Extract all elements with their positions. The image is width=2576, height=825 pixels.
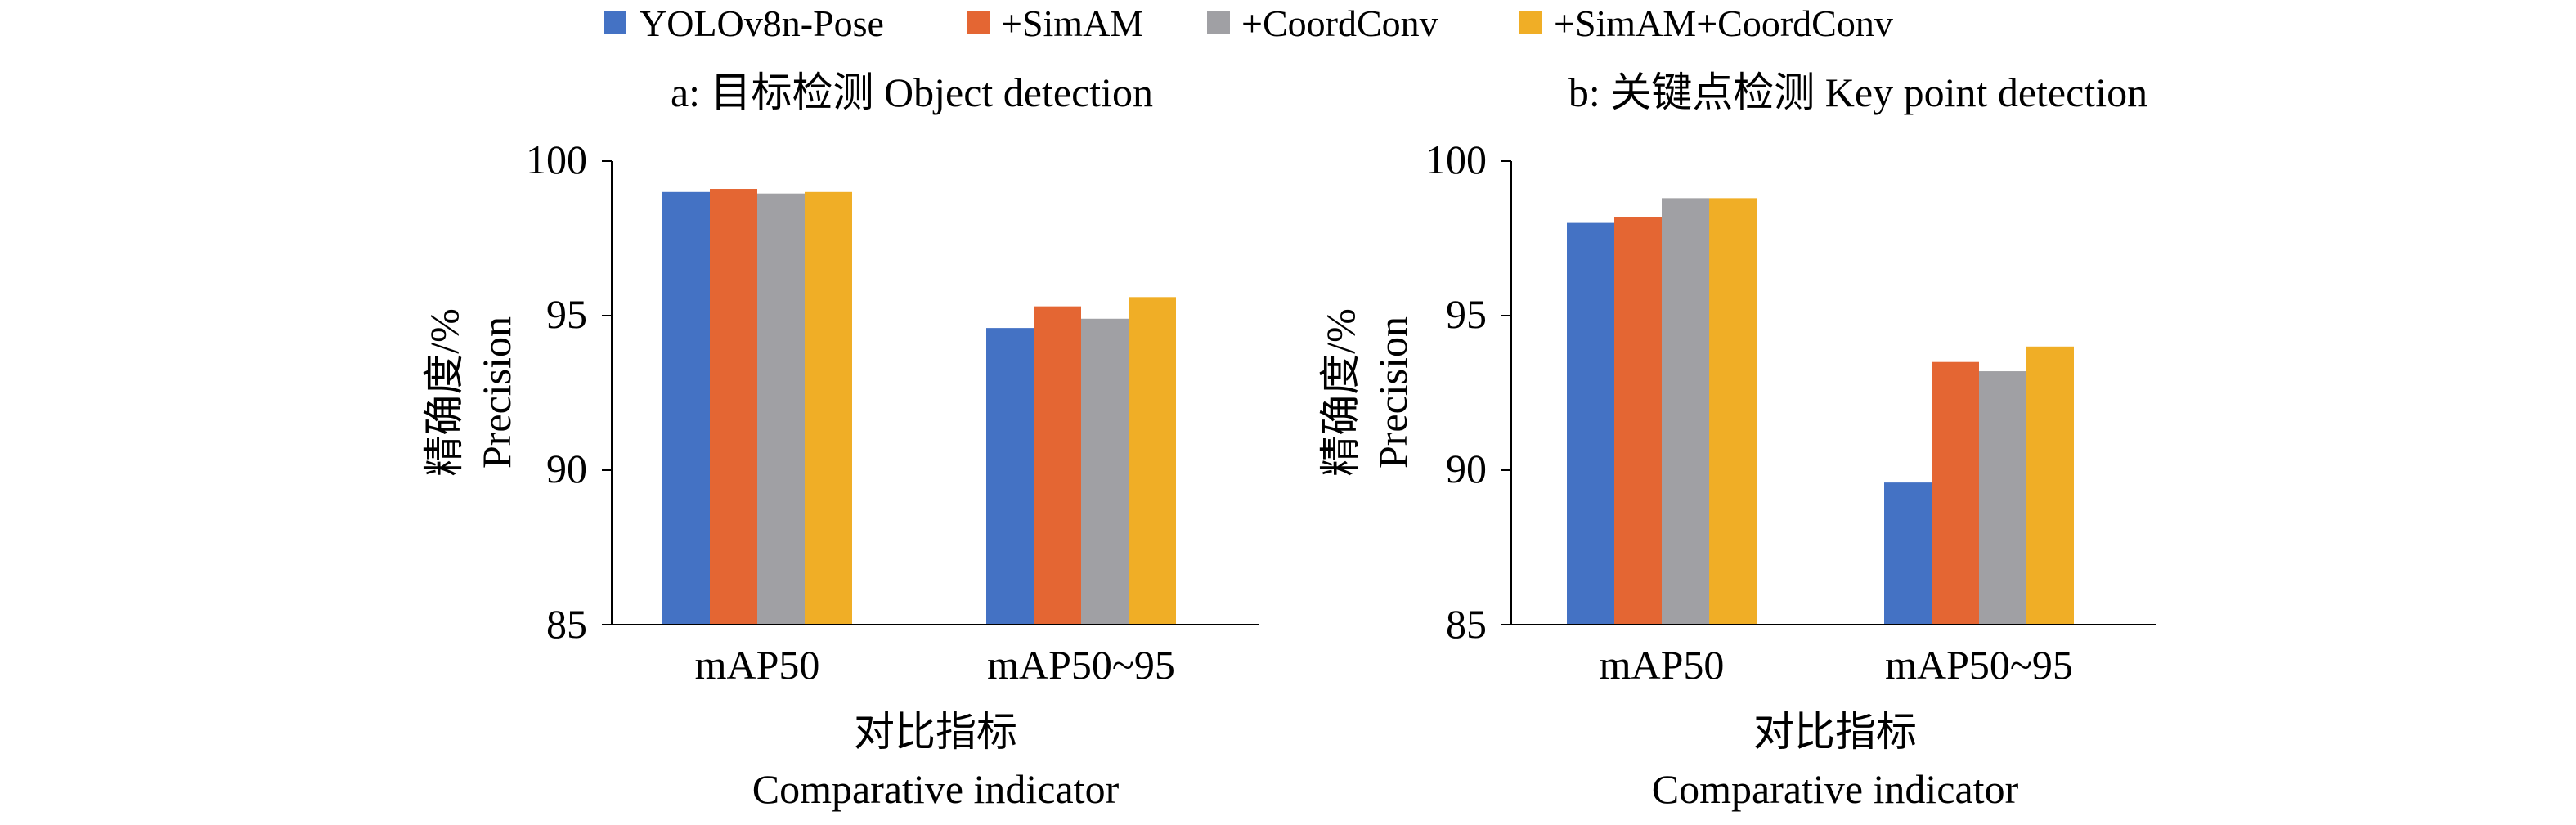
bar-b-mAP50-series-3: [1709, 198, 1757, 625]
legend-swatch-3: [1519, 11, 1542, 34]
y-axis-label-zh-a: 精确度/%: [421, 308, 467, 477]
chart-title-b: b: 关键点检测 Key point detection: [1568, 69, 2147, 115]
y-tick-label: 85: [1446, 601, 1487, 647]
x-category-label-a-1: mAP50~95: [987, 642, 1175, 688]
legend: YOLOv8n-Pose +SimAM +CoordConv +SimAM+Co…: [604, 2, 1893, 44]
bar-a-mAP50-series-1: [710, 189, 757, 625]
y-tick-label: 90: [1446, 446, 1487, 491]
bar-b-mAP50-series-2: [1662, 198, 1709, 625]
bar-b-mAP5095-series-1: [1932, 361, 1979, 625]
bars-a: [662, 189, 1176, 625]
legend-swatch-0: [604, 11, 626, 34]
chart-panel-b: b: 关键点检测 Key point detection 精确度/% Preci…: [1317, 69, 2156, 812]
legend-label-1: +SimAM: [1001, 2, 1143, 44]
chart-title-a: a: 目标检测 Object detection: [671, 69, 1153, 115]
x-axis-label-zh-a: 对比指标: [854, 709, 1017, 755]
chart-panel-a: a: 目标检测 Object detection 精确度/% Precision…: [421, 69, 1259, 812]
bar-a-mAP5095-series-0: [986, 328, 1034, 625]
bar-b-mAP5095-series-2: [1979, 371, 2026, 625]
y-ticks-b: 85 90 95 100: [1425, 137, 1487, 647]
y-axis-label-en-a: Precision: [473, 316, 519, 469]
legend-label-2: +CoordConv: [1241, 2, 1438, 44]
y-tick-label: 100: [1425, 137, 1487, 182]
bar-a-mAP5095-series-1: [1034, 306, 1081, 625]
legend-swatch-1: [967, 11, 990, 34]
y-axis-label-en-b: Precision: [1370, 316, 1416, 469]
y-tick-label: 95: [546, 291, 587, 337]
bar-b-mAP50-series-1: [1614, 217, 1662, 625]
bar-a-mAP50-series-2: [757, 193, 805, 625]
y-tick-label: 85: [546, 601, 587, 647]
bar-a-mAP5095-series-3: [1129, 297, 1176, 625]
x-axis-label-en-b: Comparative indicator: [1652, 766, 2019, 812]
x-category-label-b-1: mAP50~95: [1885, 642, 2073, 688]
x-category-label-a-0: mAP50: [695, 642, 820, 688]
legend-label-0: YOLOv8n-Pose: [640, 2, 884, 44]
bar-a-mAP50-series-3: [805, 191, 852, 625]
y-tick-marks-a: [602, 160, 612, 625]
y-tick-label: 90: [546, 446, 587, 491]
bar-a-mAP50-series-0: [662, 191, 710, 625]
y-axis-label-zh-b: 精确度/%: [1317, 308, 1363, 477]
bar-b-mAP50-series-0: [1567, 222, 1614, 625]
bar-b-mAP5095-series-3: [2026, 346, 2074, 625]
bar-a-mAP5095-series-2: [1081, 318, 1129, 625]
bar-b-mAP5095-series-0: [1884, 482, 1932, 625]
bars-b: [1567, 198, 2074, 625]
y-tick-label: 95: [1446, 291, 1487, 337]
y-ticks-a: 85 90 95 100: [526, 137, 587, 647]
x-axis-label-zh-b: 对比指标: [1753, 709, 1917, 755]
y-tick-label: 100: [526, 137, 587, 182]
x-category-label-b-0: mAP50: [1600, 642, 1725, 688]
x-axis-label-en-a: Comparative indicator: [752, 766, 1120, 812]
y-tick-marks-b: [1501, 160, 1511, 625]
legend-label-3: +SimAM+CoordConv: [1554, 2, 1893, 44]
legend-swatch-2: [1207, 11, 1230, 34]
